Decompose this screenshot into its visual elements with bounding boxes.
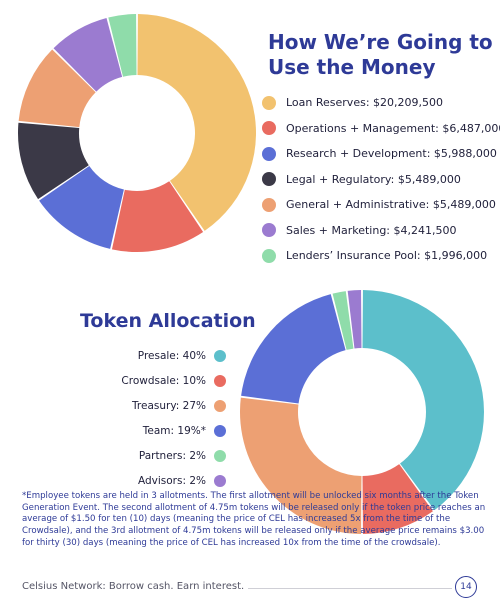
legend-item-partners: Partners: 2% xyxy=(90,443,226,468)
legend-item-legal-regulatory: Legal + Regulatory: $5,489,000 xyxy=(262,167,500,193)
legend-item-presale: Presale: 40% xyxy=(90,343,226,368)
use-of-funds-title: How We’re Going to Use the Money xyxy=(268,30,493,79)
legend-label: Loan Reserves: $20,209,500 xyxy=(286,96,444,110)
legend-label: Research + Development: $5,988,000 xyxy=(286,147,497,161)
donut-slice-sales-marketing xyxy=(53,17,123,92)
legend-item-loan-reserves: Loan Reserves: $20,209,500 xyxy=(262,90,500,116)
legend-label: Presale: 40% xyxy=(137,349,206,362)
token-allocation-donut-chart xyxy=(240,290,484,534)
legend-swatch xyxy=(214,374,226,387)
legend-label: Treasury: 27% xyxy=(132,399,206,412)
legend-label: Advisors: 2% xyxy=(137,474,206,487)
legend-swatch xyxy=(262,197,276,212)
legend-label: Crowdsale: 10% xyxy=(121,374,206,387)
use-of-funds-legend: Loan Reserves: $20,209,500 Operations + … xyxy=(262,90,500,269)
donut-slice-advisors xyxy=(347,290,362,349)
legend-item-team: Team: 19%* xyxy=(90,418,226,443)
legend-swatch xyxy=(262,121,276,136)
donut-slice-partners xyxy=(332,291,354,350)
legend-swatch xyxy=(214,474,226,487)
legend-swatch xyxy=(262,223,276,238)
page-number: 14 xyxy=(455,576,477,598)
legend-label: Legal + Regulatory: $5,489,000 xyxy=(286,172,461,186)
legend-item-advisors: Advisors: 2% xyxy=(90,468,226,493)
legend-label: General + Administrative: $5,489,000 xyxy=(286,198,496,212)
legend-item-operations-management: Operations + Management: $6,487,000 xyxy=(262,116,500,142)
legend-swatch xyxy=(214,449,226,462)
legend-swatch xyxy=(214,399,226,412)
legend-swatch xyxy=(214,424,226,437)
footer-text: Celsius Network: Borrow cash. Earn inter… xyxy=(22,581,249,592)
legend-item-sales-marketing: Sales + Marketing: $4,241,500 xyxy=(262,218,500,244)
legend-item-treasury: Treasury: 27% xyxy=(90,393,226,418)
token-allocation-title: Token Allocation xyxy=(80,310,256,332)
legend-label: Sales + Marketing: $4,241,500 xyxy=(286,223,457,237)
legend-item-lenders-insurance-pool: Lenders’ Insurance Pool: $1,996,000 xyxy=(262,243,500,269)
token-allocation-legend: Presale: 40% Crowdsale: 10% Treasury: 27… xyxy=(90,343,226,493)
donut-slice-crowdsale xyxy=(362,464,433,534)
legend-label: Lenders’ Insurance Pool: $1,996,000 xyxy=(286,249,488,263)
employee-token-footnote: *Employee tokens are held in 3 allotment… xyxy=(22,491,486,548)
legend-swatch xyxy=(214,349,226,362)
donut-slice-treasury xyxy=(240,397,362,534)
legend-swatch xyxy=(262,248,276,263)
legend-swatch xyxy=(262,95,276,110)
donut-slice-lenders-insurance-pool xyxy=(108,14,137,77)
legend-label: Operations + Management: $6,487,000 xyxy=(286,121,500,135)
legend-item-research-development: Research + Development: $5,988,000 xyxy=(262,141,500,167)
donut-slice-operations-management xyxy=(111,181,204,252)
legend-swatch xyxy=(262,172,276,187)
legend-swatch xyxy=(262,146,276,161)
donut-slice-research-development xyxy=(39,165,124,249)
legend-item-crowdsale: Crowdsale: 10% xyxy=(90,368,226,393)
donut-slice-legal-regulatory xyxy=(18,122,89,200)
donut-slice-loan-reserves xyxy=(137,14,257,231)
legend-item-general-administrative: General + Administrative: $5,489,000 xyxy=(262,192,500,218)
legend-label: Team: 19%* xyxy=(142,424,206,437)
donut-slice-team xyxy=(241,294,346,404)
donut-slice-general-administrative xyxy=(18,49,96,128)
use-of-funds-donut-chart xyxy=(18,14,257,252)
legend-label: Partners: 2% xyxy=(138,449,206,462)
donut-slice-presale xyxy=(362,290,484,511)
